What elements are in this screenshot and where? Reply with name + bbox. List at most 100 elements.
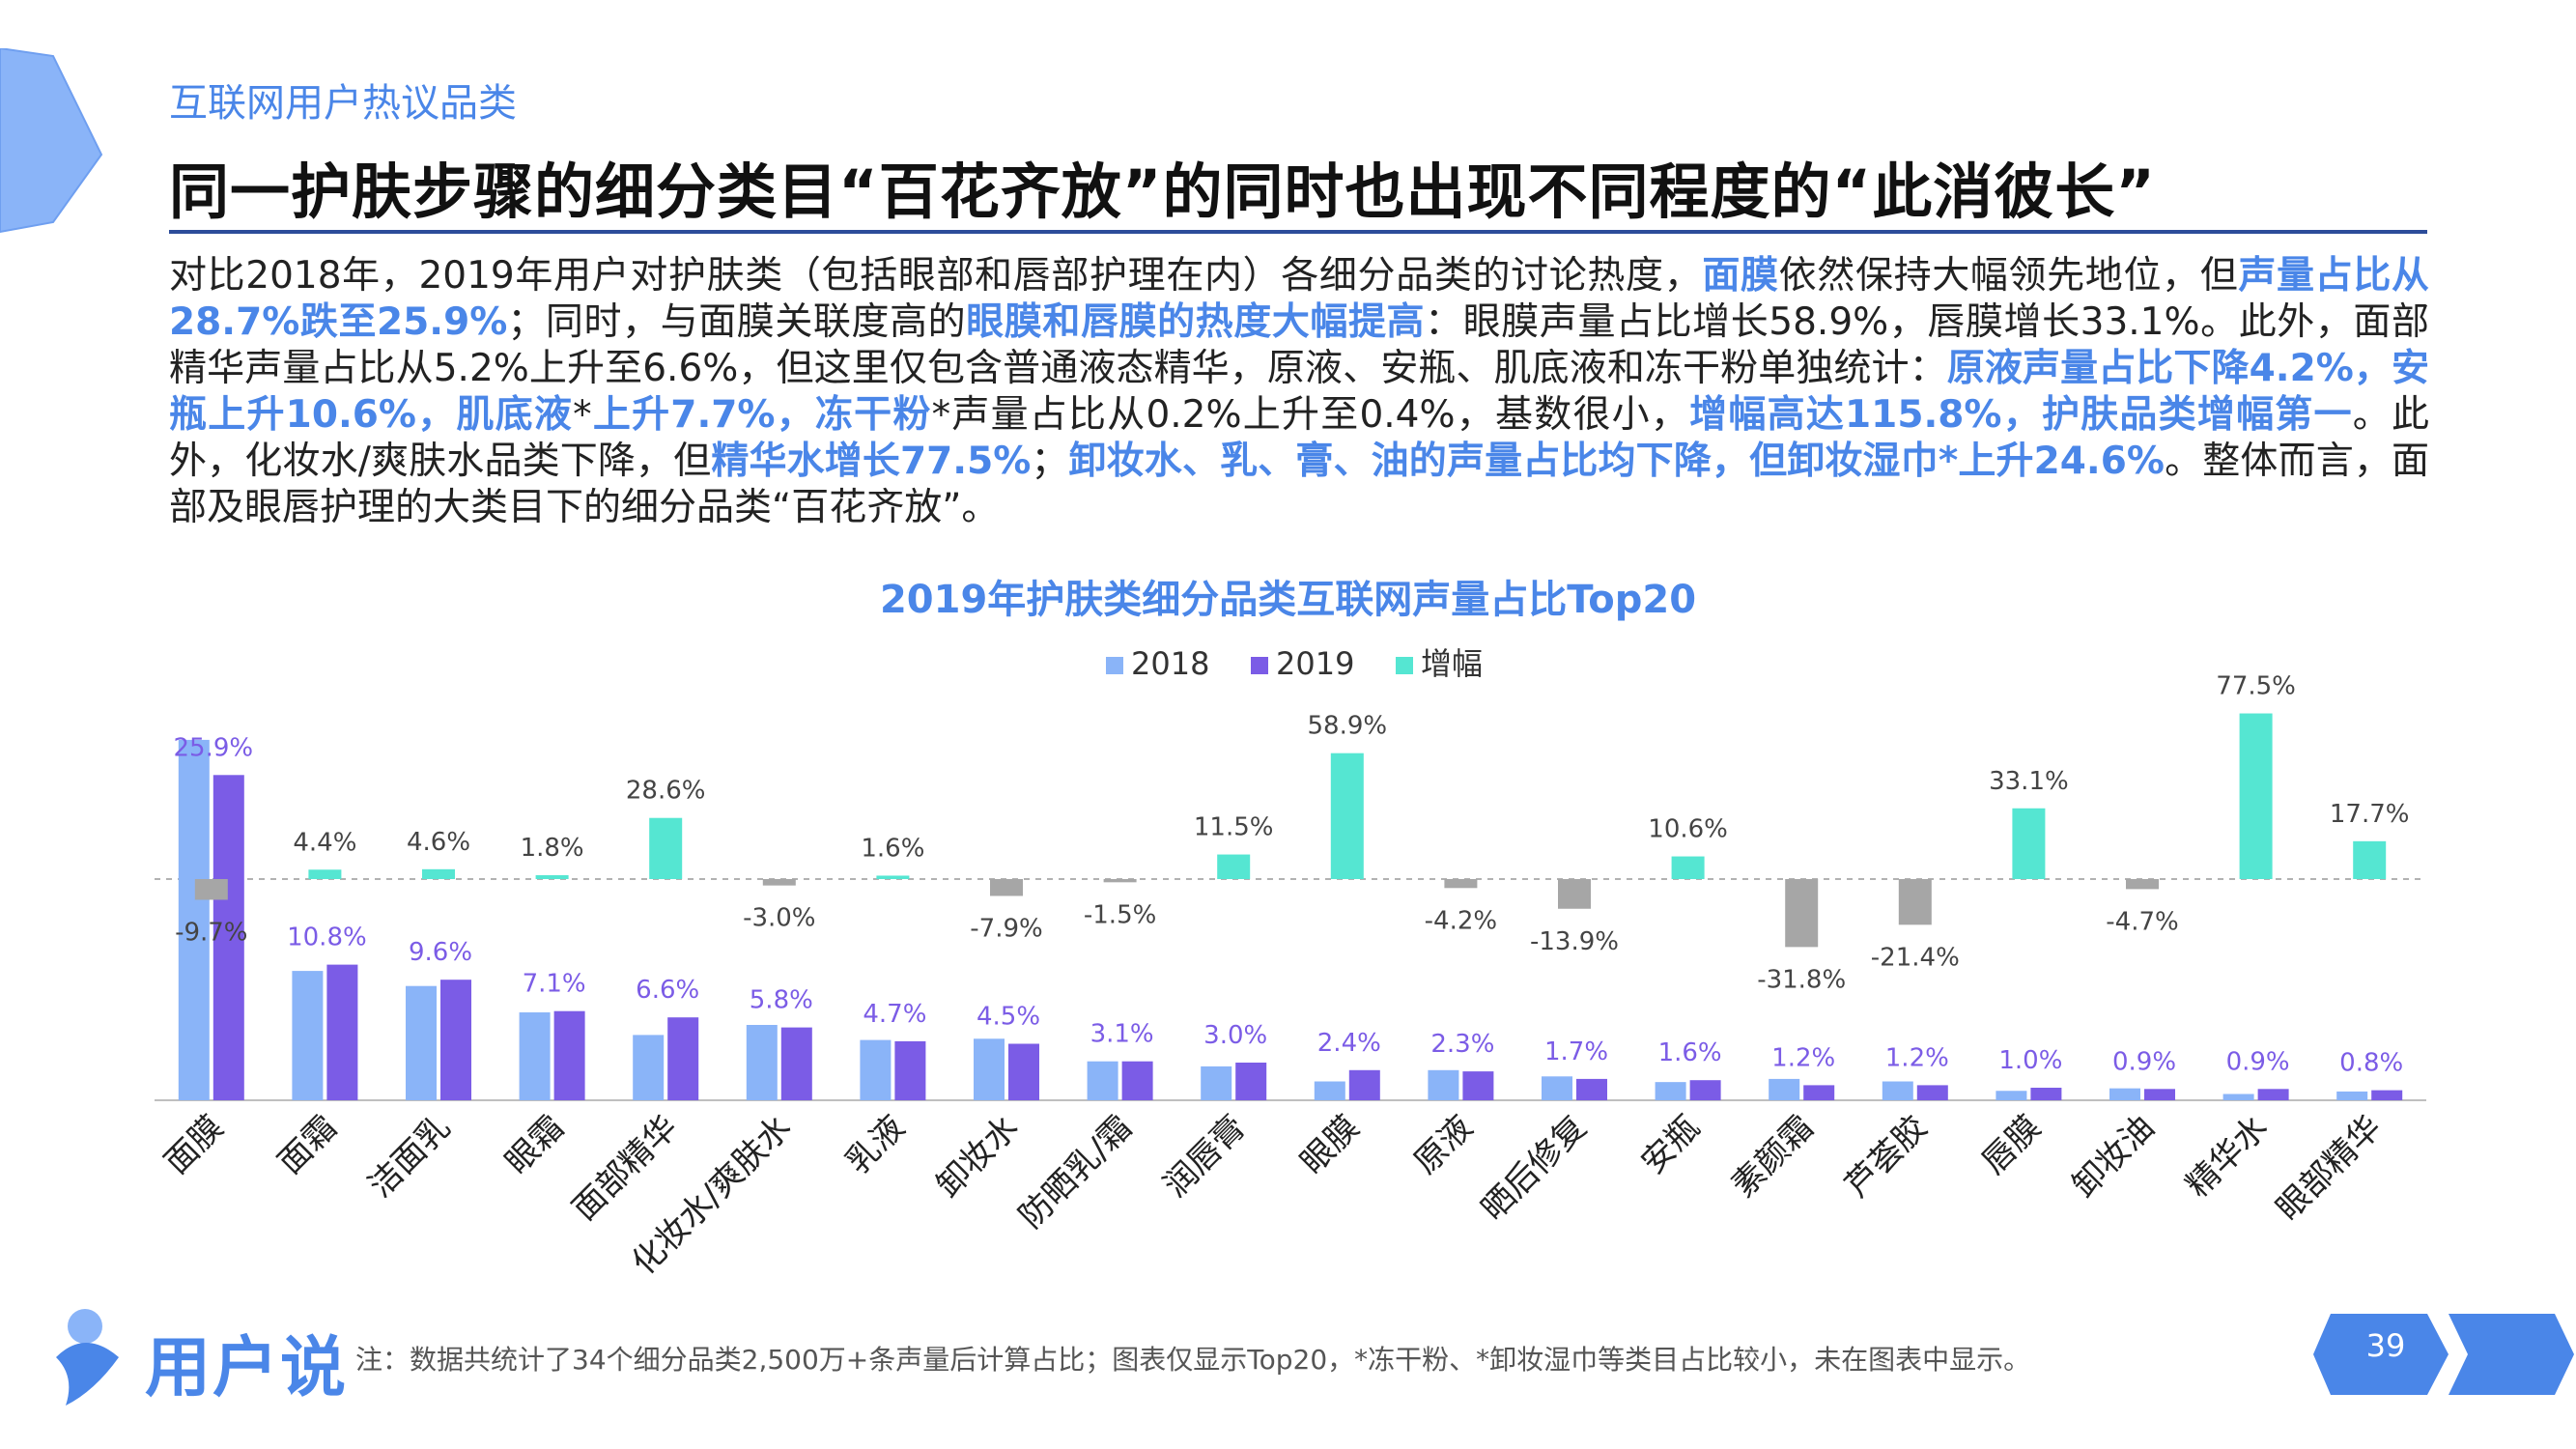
bar-2019 xyxy=(2371,1090,2403,1100)
bar-growth xyxy=(762,879,796,886)
body-text-segment: 。此外，化妆水/爽肤水品类下降，但 xyxy=(169,393,2429,483)
data-label-growth: 10.6% xyxy=(1648,815,1728,844)
bar-2018 xyxy=(406,985,437,1100)
summary-paragraph: 对比2018年，2019年用户对护肤类（包括眼部和唇部护理在内）各细分品类的讨论… xyxy=(169,253,2429,531)
body-text-segment: ；同时，与面膜关联度高的 xyxy=(507,300,967,344)
category-tick-label: 精华水 xyxy=(2179,1108,2276,1205)
page-title: 同一护肤步骤的细分类目“百花齐放”的同时也出现不同程度的“此消彼长” xyxy=(169,156,2156,227)
data-label-growth: -1.5% xyxy=(1084,900,1156,929)
bar-growth xyxy=(308,869,342,879)
bar-2019 xyxy=(1348,1069,1380,1100)
bar-growth xyxy=(2239,713,2273,879)
data-label-growth: 11.5% xyxy=(1194,813,1274,842)
category-tick-label: 晒后修复 xyxy=(1474,1108,1594,1228)
data-label-2019: 25.9% xyxy=(173,733,253,762)
data-label-growth: -7.9% xyxy=(970,914,1042,943)
bar-growth xyxy=(422,868,455,879)
bar-2019 xyxy=(2144,1089,2175,1100)
bar-growth xyxy=(876,875,910,879)
bar-growth xyxy=(649,817,683,879)
bar-growth xyxy=(1444,879,1478,889)
data-label-2019: 1.6% xyxy=(1658,1038,1722,1067)
bar-2018 xyxy=(974,1038,1005,1100)
body-text-segment: *声量占比从0.2%上升至0.4%，基数很小， xyxy=(931,393,1690,437)
category-tick-label: 眼部精华 xyxy=(2269,1108,2389,1228)
bar-2018 xyxy=(1201,1065,1232,1100)
data-label-2019: 4.5% xyxy=(977,1003,1040,1032)
bar-2018 xyxy=(2109,1088,2140,1100)
data-label-2019: 1.0% xyxy=(1998,1046,2062,1075)
category-tick-label: 素颜霜 xyxy=(1724,1108,1821,1205)
category-tick-label: 润唇膏 xyxy=(1156,1108,1253,1205)
data-label-2019: 1.2% xyxy=(1771,1043,1835,1072)
data-label-growth: 28.6% xyxy=(626,777,706,806)
legend-swatch-3 xyxy=(1396,657,1413,674)
bar-2018 xyxy=(1428,1069,1459,1100)
data-label-growth: 1.6% xyxy=(861,834,924,863)
body-text-segment: ：眼膜声量占比增长58.9%，唇膜增长33.1%。此外，面部精华声量占比从5.2… xyxy=(169,300,2429,390)
body-text-segment: 。整体而言，面部及眼唇护理的大类目下的细分品类“百花齐放”。 xyxy=(169,440,2429,529)
page-badge-shape xyxy=(2313,1314,2574,1395)
data-label-2019: 5.8% xyxy=(750,986,813,1015)
bar-2018 xyxy=(860,1039,892,1100)
bar-2018 xyxy=(2336,1091,2368,1100)
bar-growth xyxy=(1330,753,1364,879)
brand-logo-text: 用户说 xyxy=(145,1330,349,1406)
bar-2018 xyxy=(746,1025,778,1100)
corner-hexagon-decoration xyxy=(0,48,103,234)
data-label-growth: -31.8% xyxy=(1757,965,1846,994)
highlight-text: 精华水增长77.5% xyxy=(711,440,1032,483)
category-tick-label: 原液 xyxy=(1406,1108,1480,1181)
bar-2018 xyxy=(633,1035,665,1100)
data-label-growth: -21.4% xyxy=(1871,943,1960,972)
chart-title: 2019年护肤类细分品类互联网声量占比Top20 xyxy=(879,578,1697,622)
bar-2019 xyxy=(212,775,244,1100)
bar-growth xyxy=(1217,854,1251,879)
bar-chart: 2018 2019 增幅 25.9% -9.7% 面膜 10.8% 4.4% 面霜 9.6% 4.6… xyxy=(155,645,2426,1283)
bar-2018 xyxy=(178,739,210,1100)
body-text-segment: 对比2018年，2019年用户对护肤类（包括眼部和唇部护理在内）各细分品类的讨论… xyxy=(169,254,1703,298)
bar-growth xyxy=(1671,856,1705,879)
data-label-2019: 3.1% xyxy=(1090,1020,1154,1049)
bar-2019 xyxy=(2030,1088,2062,1100)
data-label-2019: 2.4% xyxy=(1317,1029,1381,1058)
legend-label: 增幅 xyxy=(1421,645,1483,682)
footer-note: 注：数据共统计了34个细分品类2,500万+条声量后计算占比；图表仅显示Top2… xyxy=(355,1344,2031,1376)
category-tick-label: 眼霜 xyxy=(498,1108,572,1181)
highlight-text: 增幅高达115.8%，护肤品类增幅第一 xyxy=(1689,393,2353,437)
data-label-growth: 4.4% xyxy=(293,828,356,857)
bar-2019 xyxy=(1235,1063,1267,1100)
highlight-text: 眼膜和唇膜的热度大幅提高 xyxy=(966,300,1426,344)
bar-growth xyxy=(1558,879,1591,909)
category-tick-label: 面膜 xyxy=(157,1108,231,1181)
bar-2019 xyxy=(2257,1089,2289,1100)
bar-2019 xyxy=(1916,1085,1948,1100)
category-tick-label: 眼膜 xyxy=(1293,1108,1367,1181)
body-text-segment: * xyxy=(573,393,592,437)
highlight-text: 卸妆水、乳、膏、油的声量占比均下降，但卸妆湿巾*上升24.6% xyxy=(1068,440,2165,483)
bar-growth xyxy=(535,875,569,879)
highlight-text: 原液声量占比下降4.2%，安瓶上升10.6%，肌底液 xyxy=(169,347,2429,437)
bar-growth xyxy=(1898,879,1932,925)
highlight-text: 上升7.7%，冻干粉 xyxy=(591,393,932,437)
bar-2019 xyxy=(1008,1043,1039,1100)
data-label-growth: 77.5% xyxy=(2216,672,2296,701)
bar-growth xyxy=(1103,879,1137,883)
category-tick-label: 卸妆油 xyxy=(2065,1108,2162,1205)
bar-growth xyxy=(1785,879,1819,948)
data-label-growth: -3.0% xyxy=(743,904,815,933)
bar-2019 xyxy=(1803,1085,1835,1100)
bar-2019 xyxy=(553,1010,585,1100)
highlight-text: 面膜 xyxy=(1702,254,1779,298)
body-text-segment: ； xyxy=(1031,440,1069,483)
data-label-2019: 1.7% xyxy=(1544,1037,1608,1066)
category-tick-label: 防晒乳/霜 xyxy=(1011,1108,1140,1236)
bar-2018 xyxy=(1882,1081,1913,1100)
bar-2018 xyxy=(1655,1082,1686,1100)
data-label-2019: 6.6% xyxy=(636,976,699,1005)
bar-2019 xyxy=(667,1017,699,1100)
bar-2019 xyxy=(1576,1078,1607,1100)
title-divider xyxy=(169,230,2427,234)
data-label-growth: -4.2% xyxy=(1425,906,1497,935)
page-number: 39 xyxy=(2365,1327,2406,1364)
